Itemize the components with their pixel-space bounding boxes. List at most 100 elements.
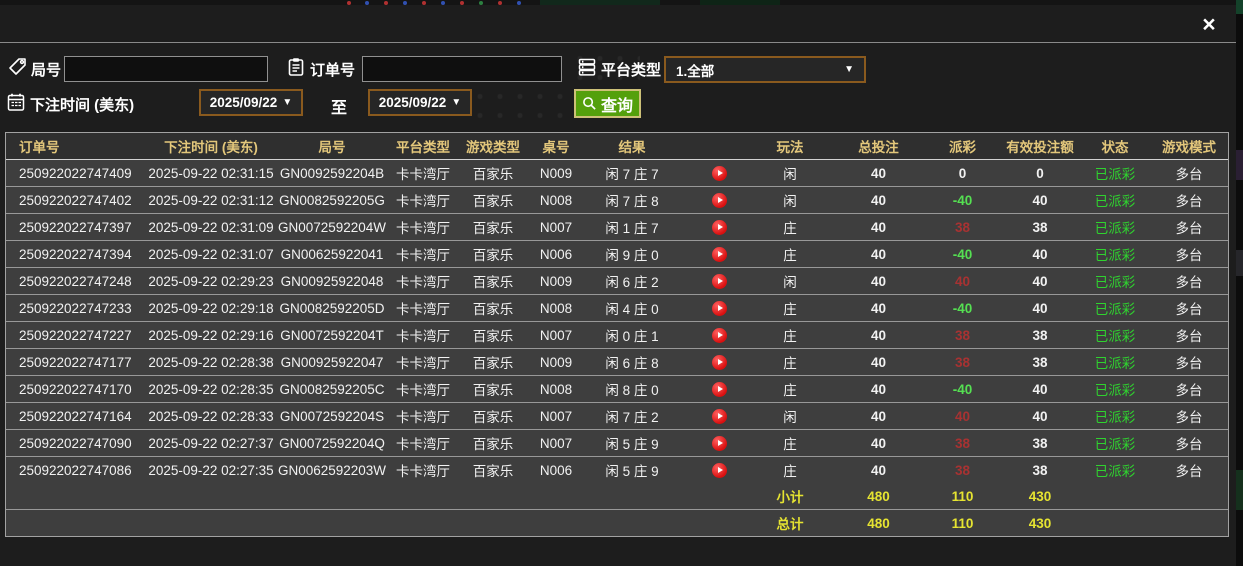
round-cell: GN0082592205G: [279, 192, 385, 208]
subtotal-label: 小计: [776, 490, 804, 505]
query-button[interactable]: 查询: [574, 89, 642, 118]
mode-cell: 多台: [1175, 167, 1203, 182]
tag-icon: [8, 57, 28, 77]
col-header-total-bet: 总投注: [858, 140, 899, 155]
time-cell: 2025-09-22 02:31:09: [148, 219, 274, 235]
platform-cell: 卡卡湾厅: [396, 167, 450, 182]
result-cell: 闲 0 庄 1: [582, 325, 748, 345]
grand-total-payout: 110: [951, 515, 974, 531]
order-cell: 250922022747233: [19, 300, 132, 316]
table-no-cell: N009: [539, 165, 573, 181]
table-no-cell: N008: [539, 192, 573, 208]
replay-play-icon[interactable]: [712, 354, 727, 370]
table-no-cell: N008: [539, 300, 573, 316]
mode-cell: 多台: [1175, 221, 1203, 236]
play-cell: 闲: [783, 167, 797, 182]
search-icon: [583, 97, 596, 110]
order-cell: 250922022747248: [19, 273, 132, 289]
replay-play-icon[interactable]: [712, 300, 727, 316]
valid-bet-cell: 38: [1032, 354, 1048, 370]
status-cell: 已派彩: [1094, 167, 1136, 182]
grand-total-label: 总计: [776, 517, 804, 532]
table-row: 250922022747170 2025-09-22 02:28:35 GN00…: [6, 376, 1228, 403]
game-cell: 百家乐: [472, 275, 514, 290]
close-icon[interactable]: ×: [1202, 11, 1216, 37]
payout-cell: 40: [954, 273, 971, 289]
replay-play-icon[interactable]: [712, 435, 727, 451]
replay-play-icon[interactable]: [712, 327, 727, 343]
table-row: 250922022747086 2025-09-22 02:27:35 GN00…: [6, 457, 1228, 483]
platform-cell: 卡卡湾厅: [396, 464, 450, 479]
valid-bet-cell: 38: [1032, 462, 1048, 478]
replay-play-icon[interactable]: [712, 165, 727, 181]
order-filter-label: 订单号: [310, 62, 356, 79]
game-cell: 百家乐: [472, 194, 514, 209]
col-header-result-label: 结果: [618, 140, 646, 155]
order-cell: 250922022747397: [19, 219, 132, 235]
round-input[interactable]: [64, 56, 268, 82]
platform-select-value: 1.全部: [676, 63, 715, 79]
date-from-value: 2025/09/22: [209, 95, 278, 110]
result-cell: 闲 6 庄 8: [582, 352, 748, 372]
date-to-picker[interactable]: 2025/09/22 ▼: [368, 89, 472, 116]
replay-play-icon[interactable]: [712, 273, 727, 289]
background-dot: [479, 1, 483, 5]
time-cell: 2025-09-22 02:29:18: [148, 300, 274, 316]
play-cell: 闲: [783, 275, 797, 290]
round-cell: GN0072592204W: [277, 219, 387, 235]
total-bet-cell: 40: [870, 462, 887, 478]
payout-cell: -40: [952, 381, 973, 397]
result-text: 闲 0 庄 1: [605, 329, 659, 344]
col-header-status: 状态: [1101, 140, 1129, 155]
valid-bet-cell: 38: [1032, 435, 1048, 451]
table-row: 250922022747164 2025-09-22 02:28:33 GN00…: [6, 403, 1228, 430]
table-body: 250922022747409 2025-09-22 02:31:15 GN00…: [6, 160, 1228, 483]
play-cell: 庄: [783, 464, 797, 479]
order-input[interactable]: [362, 56, 562, 82]
replay-play-icon[interactable]: [712, 219, 727, 235]
background-strip: [0, 0, 1243, 5]
mode-cell: 多台: [1175, 248, 1203, 263]
result-text: 闲 5 庄 9: [605, 437, 659, 452]
result-cell: 闲 5 庄 9: [582, 433, 748, 453]
platform-cell: 卡卡湾厅: [396, 383, 450, 398]
replay-play-icon[interactable]: [712, 408, 727, 424]
result-text: 闲 7 庄 8: [605, 194, 659, 209]
payout-cell: -40: [952, 300, 973, 316]
replay-play-icon[interactable]: [712, 246, 727, 262]
table-no-cell: N009: [539, 273, 573, 289]
replay-play-icon[interactable]: [712, 462, 727, 478]
mode-cell: 多台: [1175, 275, 1203, 290]
mode-cell: 多台: [1175, 383, 1203, 398]
game-cell: 百家乐: [472, 167, 514, 182]
time-cell: 2025-09-22 02:28:33: [148, 408, 274, 424]
table-no-cell: N008: [539, 381, 573, 397]
date-from-picker[interactable]: 2025/09/22 ▼: [199, 89, 303, 116]
order-cell: 250922022747402: [19, 192, 132, 208]
col-header-order: 订单号: [19, 140, 60, 155]
game-cell: 百家乐: [472, 302, 514, 317]
status-cell: 已派彩: [1094, 275, 1136, 290]
valid-bet-cell: 40: [1032, 246, 1048, 262]
total-bet-cell: 40: [870, 300, 887, 316]
replay-play-icon[interactable]: [712, 192, 727, 208]
platform-cell: 卡卡湾厅: [396, 329, 450, 344]
col-header-table-no: 桌号: [542, 140, 570, 155]
result-cell: 闲 4 庄 0: [582, 298, 748, 318]
replay-play-icon[interactable]: [712, 381, 727, 397]
col-header-payout: 派彩: [949, 140, 976, 155]
play-cell: 庄: [783, 437, 797, 452]
status-cell: 已派彩: [1094, 410, 1136, 425]
result-text: 闲 8 庄 0: [605, 383, 659, 398]
result-text: 闲 6 庄 2: [605, 275, 659, 290]
platform-select[interactable]: 1.全部 ▼: [664, 56, 866, 83]
background-dot: [441, 1, 445, 5]
bet-time-filter-label: 下注时间 (美东): [30, 97, 135, 114]
round-filter-label: 局号: [31, 62, 62, 79]
platform-cell: 卡卡湾厅: [396, 248, 450, 263]
order-cell: 250922022747090: [19, 435, 132, 451]
valid-bet-cell: 40: [1032, 300, 1048, 316]
game-cell: 百家乐: [472, 383, 514, 398]
subtotal-row: 小计 480 110 430: [6, 483, 1228, 510]
